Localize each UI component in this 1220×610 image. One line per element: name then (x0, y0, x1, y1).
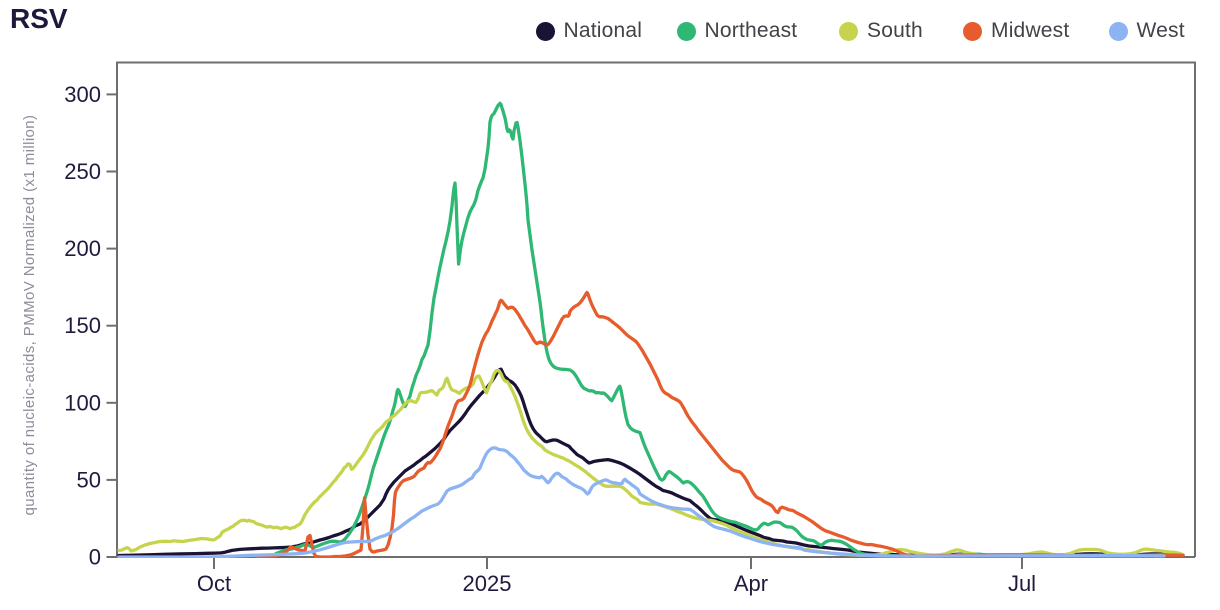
svg-text:Oct: Oct (197, 571, 231, 596)
svg-text:2025: 2025 (463, 571, 512, 596)
svg-text:Jul: Jul (1008, 571, 1036, 596)
svg-text:100: 100 (64, 390, 101, 415)
svg-text:300: 300 (64, 82, 101, 107)
svg-text:50: 50 (77, 467, 101, 492)
svg-text:200: 200 (64, 236, 101, 261)
svg-text:250: 250 (64, 159, 101, 184)
svg-text:quantity of nucleic-acids, PMM: quantity of nucleic-acids, PMMoV Normali… (21, 115, 38, 516)
svg-text:Apr: Apr (734, 571, 768, 596)
svg-text:0: 0 (89, 545, 101, 570)
svg-text:150: 150 (64, 313, 101, 338)
